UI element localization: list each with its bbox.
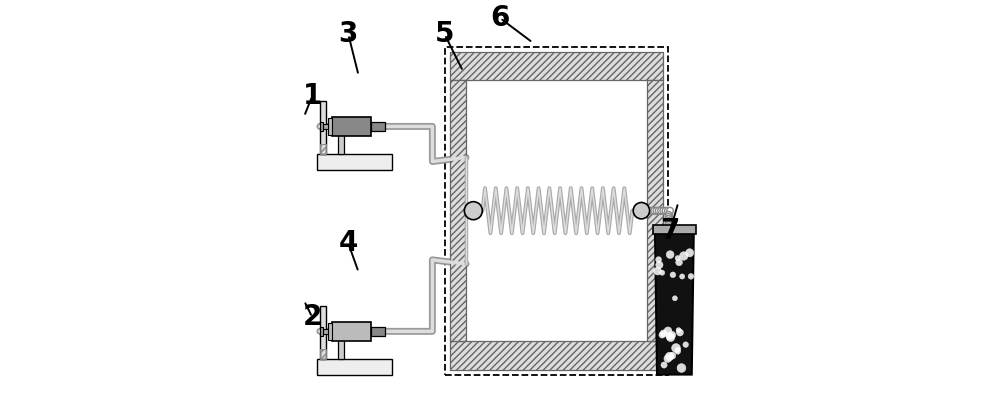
Bar xyxy=(450,80,466,341)
Bar xyxy=(328,323,332,339)
Bar xyxy=(317,359,392,374)
Bar xyxy=(450,341,663,370)
Circle shape xyxy=(646,207,653,214)
Bar xyxy=(323,124,328,129)
Bar xyxy=(320,349,326,359)
Circle shape xyxy=(686,249,694,257)
Bar xyxy=(338,128,344,154)
Circle shape xyxy=(667,207,673,214)
Circle shape xyxy=(665,216,672,222)
Circle shape xyxy=(654,267,661,275)
Circle shape xyxy=(676,329,683,336)
Bar xyxy=(320,306,326,359)
Circle shape xyxy=(664,355,672,362)
Circle shape xyxy=(665,220,672,226)
Bar xyxy=(332,322,371,341)
Circle shape xyxy=(675,347,681,352)
Bar xyxy=(445,47,668,374)
Circle shape xyxy=(665,207,671,214)
Circle shape xyxy=(649,207,655,214)
Circle shape xyxy=(688,274,694,279)
Text: 4: 4 xyxy=(339,229,358,257)
Text: 6: 6 xyxy=(490,4,510,32)
Circle shape xyxy=(655,207,662,214)
Circle shape xyxy=(656,256,662,263)
Circle shape xyxy=(676,259,682,266)
Circle shape xyxy=(672,344,680,352)
Circle shape xyxy=(668,331,676,339)
Circle shape xyxy=(672,296,677,301)
Circle shape xyxy=(660,207,667,214)
Circle shape xyxy=(656,261,663,269)
Text: 1: 1 xyxy=(303,82,322,110)
Bar xyxy=(317,154,392,170)
Circle shape xyxy=(660,270,665,275)
Bar xyxy=(332,117,371,136)
Circle shape xyxy=(659,332,665,338)
Circle shape xyxy=(679,252,688,260)
Bar xyxy=(320,327,323,336)
Bar xyxy=(328,118,332,135)
Circle shape xyxy=(665,218,672,224)
Circle shape xyxy=(658,207,664,214)
Bar xyxy=(320,144,326,154)
Circle shape xyxy=(666,333,673,340)
Circle shape xyxy=(653,207,660,214)
Circle shape xyxy=(676,328,681,333)
Circle shape xyxy=(633,203,650,219)
Circle shape xyxy=(665,352,674,361)
Circle shape xyxy=(666,251,674,259)
Circle shape xyxy=(660,330,667,337)
Text: 2: 2 xyxy=(303,303,322,331)
Text: 3: 3 xyxy=(339,20,358,48)
Circle shape xyxy=(665,214,672,220)
Circle shape xyxy=(683,342,689,347)
Bar xyxy=(320,101,326,154)
Circle shape xyxy=(665,226,672,232)
Bar xyxy=(450,52,663,80)
Circle shape xyxy=(665,224,672,230)
Circle shape xyxy=(665,222,672,228)
Bar xyxy=(653,225,696,234)
Polygon shape xyxy=(655,231,694,374)
Circle shape xyxy=(651,207,657,214)
Circle shape xyxy=(665,211,672,218)
Text: 5: 5 xyxy=(435,20,454,48)
Bar xyxy=(371,122,385,131)
Text: 7: 7 xyxy=(660,217,680,245)
Circle shape xyxy=(662,207,669,214)
Bar xyxy=(338,334,344,359)
Circle shape xyxy=(669,352,676,359)
Circle shape xyxy=(675,349,681,354)
Circle shape xyxy=(464,202,482,220)
Bar xyxy=(647,80,663,341)
Bar xyxy=(371,327,385,336)
Circle shape xyxy=(661,362,667,368)
Circle shape xyxy=(666,333,675,342)
Circle shape xyxy=(664,327,672,335)
Bar xyxy=(320,122,323,131)
Circle shape xyxy=(675,256,680,261)
Bar xyxy=(323,329,328,334)
Circle shape xyxy=(677,364,686,372)
Circle shape xyxy=(670,272,676,278)
Circle shape xyxy=(680,274,685,279)
